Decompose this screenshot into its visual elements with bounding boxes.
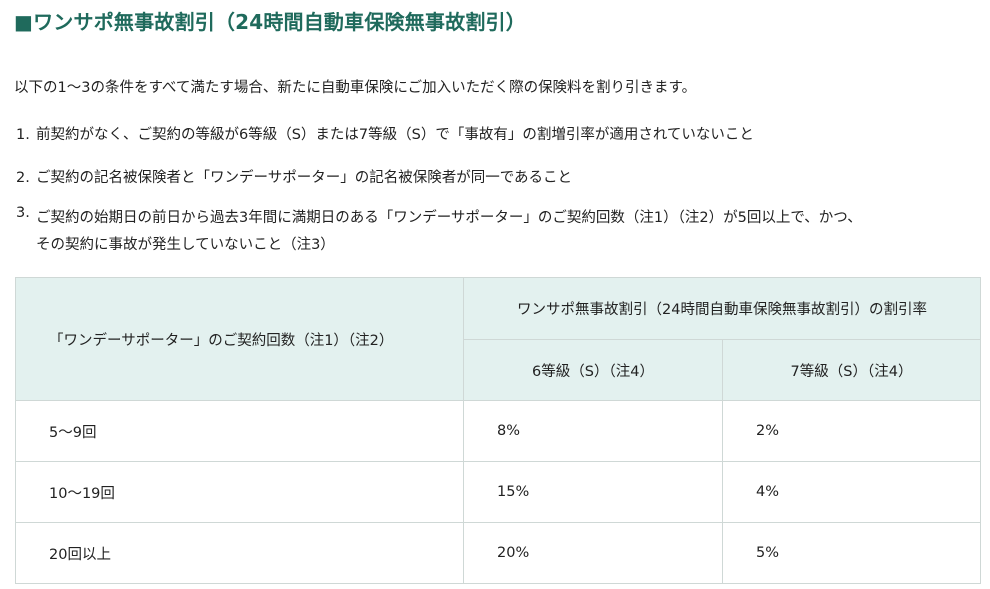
discount-rate-table: 「ワンデーサポーター」のご契約回数（注1）（注2） ワンサポ無事故割引（24時間… <box>15 277 982 584</box>
cell-rate-6: 8% <box>463 400 723 462</box>
cell-rate-7: 5% <box>721 522 982 584</box>
condition-text-line-2: その契約に事故が発生していないこと（注3） <box>36 237 335 253</box>
intro-text: 以下の1〜3の条件をすべて満たす場合、新たに自動車保険にご加入いただく際の保険料… <box>14 80 697 96</box>
section-heading: ■ワンサポ無事故割引（24時間自動車保険無事故割引） <box>14 10 526 34</box>
condition-item-2: 2. ご契約の記名被保険者と「ワンデーサポーター」の記名被保険者が同一であること <box>16 165 572 192</box>
condition-text: ご契約の始期日の前日から過去3年間に満期日のある「ワンデーサポーター」のご契約回… <box>36 205 862 259</box>
table-row: 5〜9回 8% 2% <box>15 400 982 462</box>
condition-item-3: 3. ご契約の始期日の前日から過去3年間に満期日のある「ワンデーサポーター」のご… <box>16 205 862 259</box>
header-grade-7: 7等級（S）（注4） <box>721 339 982 401</box>
cell-rate-7: 4% <box>721 461 982 523</box>
condition-number: 2. <box>16 170 30 186</box>
cell-rate-6: 20% <box>463 522 723 584</box>
cell-count: 10〜19回 <box>15 461 464 523</box>
cell-rate-7: 2% <box>721 400 982 462</box>
header-discount-rate: ワンサポ無事故割引（24時間自動車保険無事故割引）の割引率 <box>462 277 982 340</box>
condition-number: 1. <box>16 127 30 143</box>
cell-count: 5〜9回 <box>15 400 464 462</box>
condition-text: 前契約がなく、ご契約の等級が6等級（S）または7等級（S）で「事故有」の割増引率… <box>36 127 754 143</box>
condition-text-line-1: ご契約の始期日の前日から過去3年間に満期日のある「ワンデーサポーター」のご契約回… <box>36 210 862 226</box>
table-row: 10〜19回 15% 4% <box>15 461 982 523</box>
cell-rate-6: 15% <box>463 461 723 523</box>
condition-text: ご契約の記名被保険者と「ワンデーサポーター」の記名被保険者が同一であること <box>36 170 573 186</box>
condition-number: 3. <box>16 205 30 221</box>
cell-count: 20回以上 <box>15 522 464 584</box>
table-row: 20回以上 20% 5% <box>15 522 982 584</box>
header-grade-6: 6等級（S）（注4） <box>463 339 723 401</box>
header-contract-count: 「ワンデーサポーター」のご契約回数（注1）（注2） <box>15 277 464 401</box>
condition-item-1: 1. 前契約がなく、ご契約の等級が6等級（S）または7等級（S）で「事故有」の割… <box>16 122 754 149</box>
